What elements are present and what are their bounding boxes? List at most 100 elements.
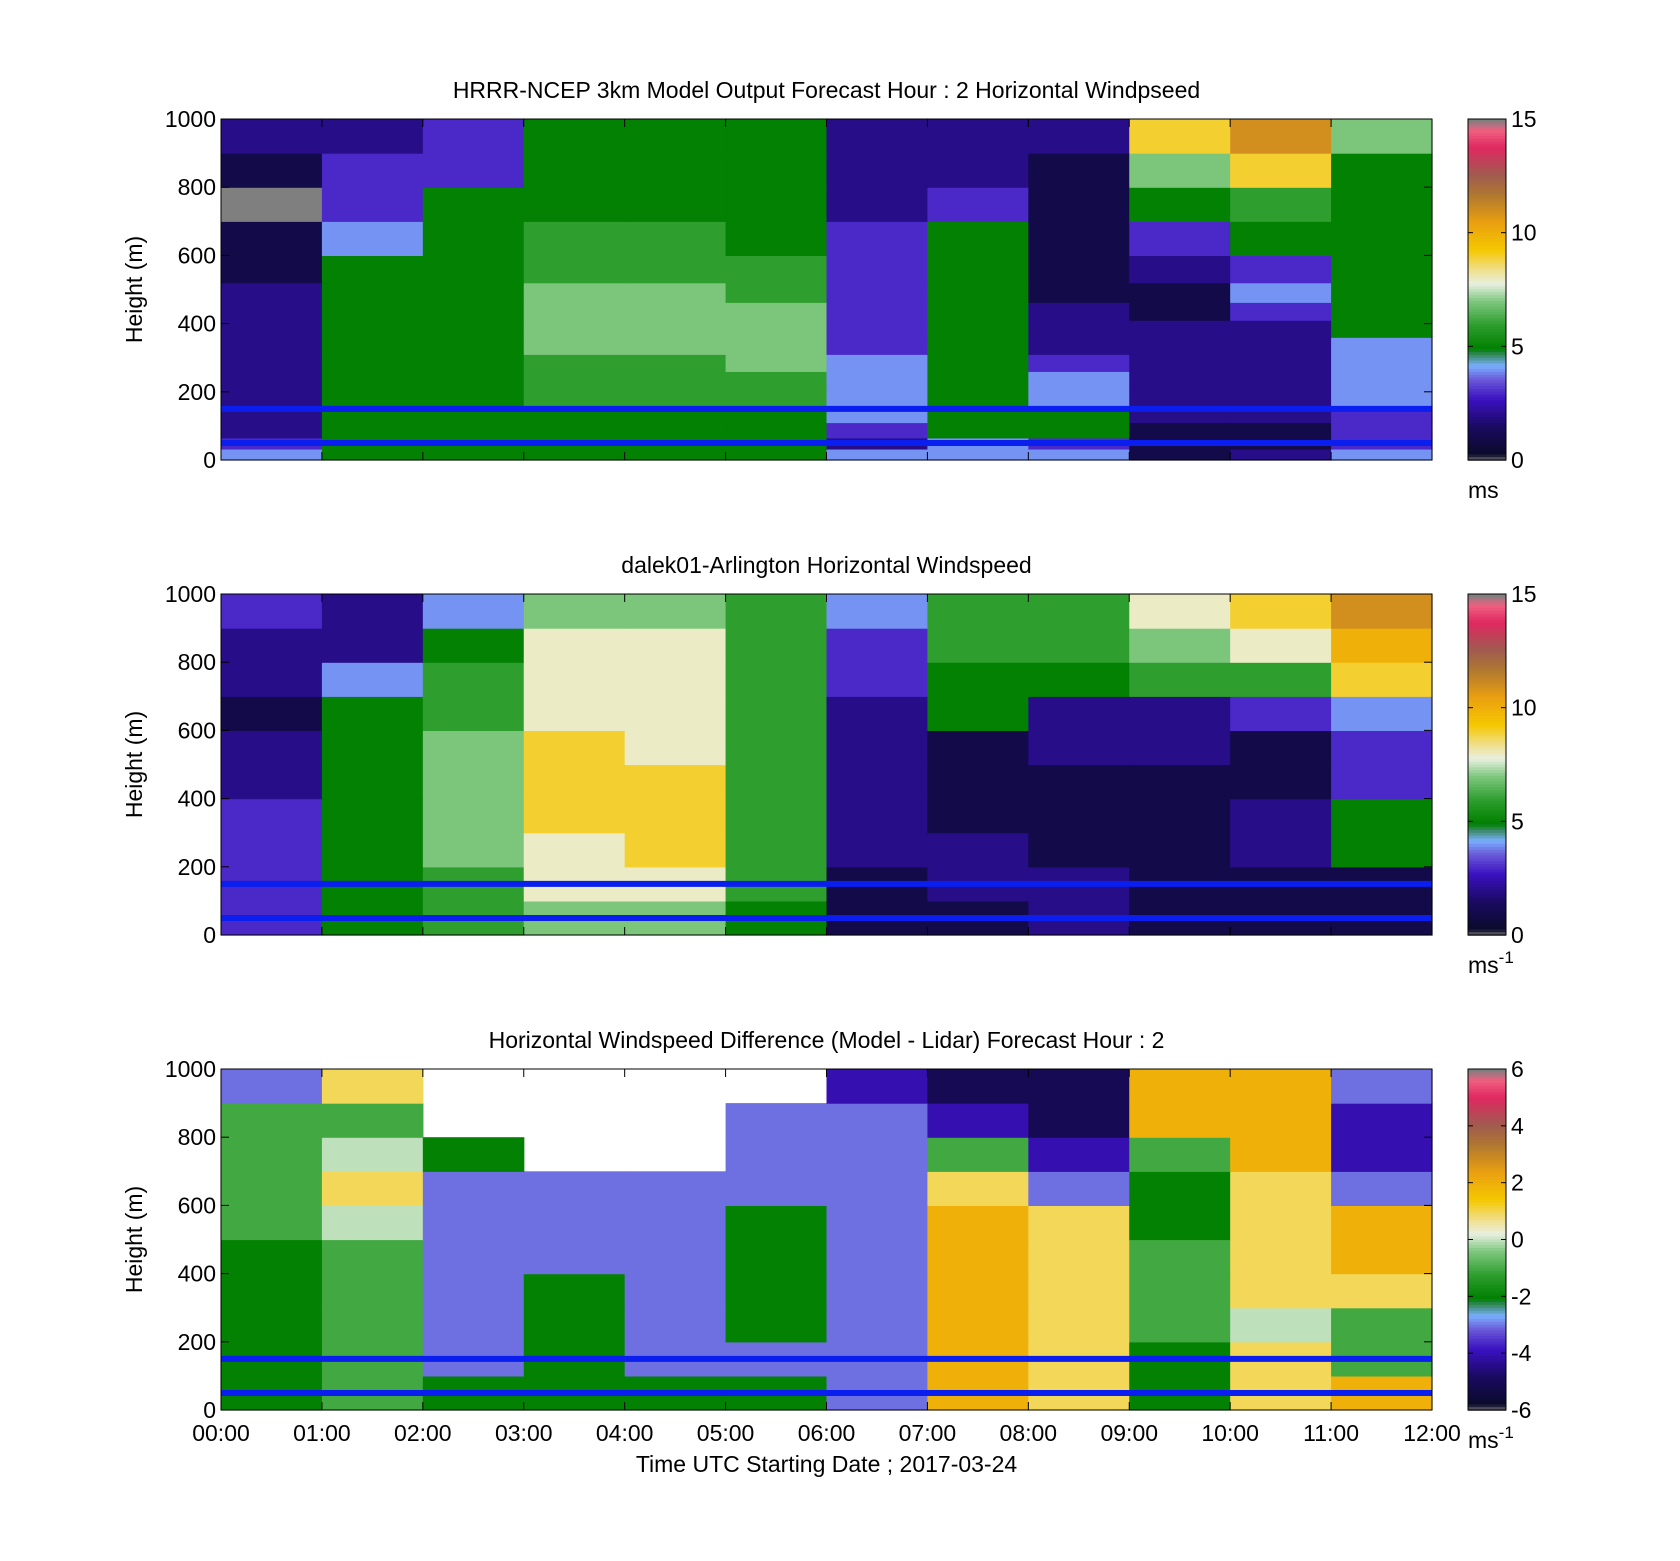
heatmap-cell [927,388,1029,407]
y-tick-label: 400 [178,311,216,337]
colorbar-band [1468,428,1506,433]
heatmap-cell [927,1239,1029,1275]
heatmap-cell [1028,448,1130,461]
colorbar-tick-label: 0 [1511,1227,1524,1253]
heatmap-cell [826,764,929,800]
colorbar-band [1468,1154,1506,1158]
heatmap-cell [725,696,828,731]
colorbar-band [1468,801,1506,806]
colorbar-band [1468,608,1506,612]
heatmap-cell [927,187,1029,222]
heatmap-cell [927,1273,1029,1309]
x-tick-label: 00:00 [192,1420,250,1446]
colorbar-band [1468,1356,1506,1360]
heatmap-cell [1331,354,1433,372]
colorbar-band [1468,1287,1506,1292]
heatmap-cell [624,662,727,697]
colorbar-band [1468,1313,1506,1318]
colorbar-frame [1467,118,1507,461]
heatmap-cell [321,628,424,663]
heatmap-cell [927,320,1029,338]
colorbar-band [1468,602,1506,607]
y-tick-label: 200 [178,379,216,405]
heatmap-cell [1331,662,1433,697]
heatmap-cell [1129,1137,1231,1172]
heatmap-cell [523,1239,626,1275]
y-tick-label: 0 [203,922,216,948]
colorbar-band [1468,903,1506,908]
colorbar-band [1468,320,1506,325]
colorbar-band [1468,124,1506,129]
heatmap-cell [1028,764,1130,800]
heatmap-cell [927,1137,1029,1172]
heatmap-cell [422,1171,525,1206]
heatmap-cell [725,1205,828,1241]
colorbar-band [1468,292,1506,296]
heatmap-cell [927,371,1029,389]
colorbar-band [1468,741,1506,746]
heatmap-cell [624,594,727,629]
heatmap-cell [1129,320,1231,338]
heatmap-cell [221,1307,323,1343]
colorbar-band [1468,192,1506,197]
colorbar-band [1468,1353,1506,1357]
heatmap-cell [321,1103,424,1138]
heatmap-cell [826,1239,929,1275]
heatmap-cell [826,371,929,389]
colorbar-band [1468,411,1506,416]
heatmap-cell [221,1239,323,1275]
heatmap-cell [1028,696,1130,731]
x-tick-label: 03:00 [495,1420,553,1446]
heatmap-cell [422,337,525,355]
colorbar-band [1468,278,1506,282]
heatmap-cell [523,1307,626,1343]
colorbar-band [1468,656,1506,661]
y-tick-label: 0 [203,447,216,473]
heatmap-cell [624,1307,727,1343]
colorbar-band [1468,272,1506,277]
colorbar: -6 -4 -2 0 2 4 6 ms-1 [1467,1056,1532,1453]
colorbar-band [1468,710,1506,715]
colorbar-band [1468,244,1506,248]
heatmap-cell [826,255,929,284]
panel-model-windspeed: HRRR-NCEP 3km Model Output Forecast Hour… [121,77,1537,503]
colorbar-band [1468,1196,1506,1201]
heatmap-cell [523,1273,626,1309]
heatmap-cell [523,1171,626,1206]
colorbar-band [1468,642,1506,646]
heatmap-cell [1028,1307,1130,1343]
heatmap-cell [422,798,525,834]
colorbar-band [1468,1117,1506,1121]
heatmap-cell [1230,282,1332,303]
colorbar-band [1468,425,1506,430]
heatmap-cell [1028,832,1130,868]
heatmap-cell [826,730,929,766]
heatmap-cell [1028,1273,1130,1309]
colorbar-band [1468,1091,1506,1096]
colorbar-band [1468,420,1506,424]
colorbar-unit: ms-1 [1468,948,1514,978]
colorbar-band [1468,218,1506,223]
colorbar-band [1468,684,1506,689]
heatmap-cell [624,628,727,663]
colorbar-band [1468,164,1506,169]
heatmap-cell [725,1307,828,1343]
colorbar-band [1468,1239,1506,1244]
y-axis-label: Height (m) [121,1186,147,1293]
heatmap-cell [523,730,626,766]
heatmap-cell [725,187,828,222]
heatmap-cell [422,594,525,629]
heatmap-cell [927,1205,1029,1241]
colorbar-band [1468,172,1506,177]
heatmap-cell [624,371,727,389]
heatmap-cell [826,282,929,303]
heatmap-cell [221,388,323,407]
colorbar-band [1468,832,1506,837]
colorbar-band [1468,778,1506,783]
heatmap-cell [422,282,525,303]
heatmap-cell [725,798,828,834]
colorbar-band [1468,1137,1506,1141]
colorbar-band [1468,690,1506,695]
heatmap-cell [1331,153,1433,188]
colorbar-band [1468,263,1506,268]
